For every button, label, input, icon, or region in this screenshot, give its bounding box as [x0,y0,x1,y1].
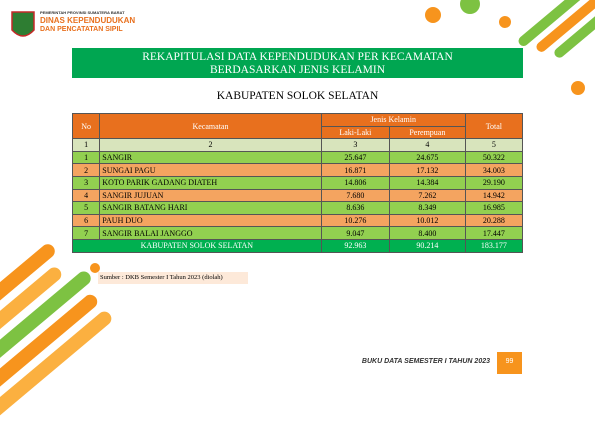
table-cell: 7.680 [320,188,391,203]
table-cell: PAUH DUO [99,213,322,228]
title-line: BERDASARKAN JENIS KELAMIN [209,64,386,76]
table-cell: 10.012 [389,213,466,228]
table-cell: 14.384 [389,175,466,190]
table-row: 2 SUNGAI PAGU 16.871 17.132 34.003 [71,163,524,177]
header-cell: No [71,112,101,140]
table-row: 1 SANGIR 25.647 24.675 50.322 [71,150,524,165]
table-cell: SANGIR JUJUAN [99,188,322,203]
table-cell: 7 [71,226,101,240]
col-number: 4 [389,138,466,152]
page-number: 99 [505,358,514,365]
org-name-2: DAN PENCATATAN SIPIL [40,26,123,33]
col-number: 5 [464,138,524,152]
total-cell: 183.177 [464,238,524,253]
table-cell: 1 [71,150,101,165]
table-cell: SANGIR BATANG HARI [99,201,322,215]
col-number: 2 [99,138,322,152]
table-cell: 8.636 [320,201,391,215]
table-cell: 17.447 [464,226,524,240]
table-cell: 10.276 [320,213,391,228]
table-cell: 4 [71,188,101,203]
total-cell: 92.963 [320,238,391,253]
table-cell: 34.003 [464,163,524,177]
table-cell: 16.985 [464,201,524,215]
table-cell: KOTO PARIK GADANG DIATEH [99,175,322,190]
table-cell: 8.400 [389,226,466,240]
total-cell: 90.214 [389,238,466,253]
org-small: PEMERINTAH PROVINSI SUMATERA BARAT [40,10,125,15]
org-name: DINAS KEPENDUDUKAN [40,16,136,25]
header-cell: Total [464,112,524,140]
table-cell: 16.871 [320,163,391,177]
table-cell: SANGIR BALAI JANGGO [99,226,322,240]
table-row: 3 KOTO PARIK GADANG DIATEH 14.806 14.384 29.… [71,175,524,190]
title-line: REKAPITULASI DATA KEPENDUDUKAN PER KECAM… [142,51,453,63]
table-row: 4 SANGIR JUJUAN 7.680 7.262 14.942 [71,188,524,203]
table-cell: 9.047 [320,226,391,240]
table: No Kecamatan Jenis Kelamin Total Laki-Laki P… [71,112,524,253]
table-cell: 17.132 [389,163,466,177]
table-row: 7 SANGIR BALAI JANGGO 9.047 8.400 17.447 [71,226,524,240]
table-cell: 8.349 [389,201,466,215]
table-cell: 7.262 [389,188,466,203]
table-cell: 25.647 [320,150,391,165]
table-cell: 29.190 [464,175,524,190]
table-cell: 24.675 [389,150,466,165]
col-number: 1 [71,138,101,152]
total-cell: KABUPATEN SOLOK SELATAN [72,238,322,253]
source: Sumber : DKB Semester I Tahun 2023 (diol… [100,274,223,281]
table-cell: 50.322 [464,150,524,165]
table-cell: 20.288 [464,213,524,228]
table-row: 5 SANGIR BATANG HARI 8.636 8.349 16.985 [71,201,524,215]
table-cell: 14.942 [464,188,524,203]
footer-text: BUKU DATA SEMESTER I TAHUN 2023 [361,358,490,365]
table-cell: 3 [71,175,101,190]
table-cell: SANGIR [99,150,322,165]
header-cell: Laki-Laki [320,125,391,140]
header-cell: Jenis Kelamin [320,113,466,127]
table-cell: 6 [71,213,101,228]
table-cell: SUNGAI PAGU [99,163,322,177]
table-row: 6 PAUH DUO 10.276 10.012 20.288 [71,213,524,228]
header-cell: Kecamatan [99,112,322,140]
col-number: 3 [320,138,391,152]
table-cell: 5 [71,201,101,215]
header-cell: Perempuan [389,125,466,140]
total-row: KABUPATEN SOLOK SELATAN 92.963 90.214 183.1… [72,238,524,253]
table-cell: 2 [71,163,101,177]
subtitle: KABUPATEN SOLOK SELATAN [216,90,379,102]
table-cell: 14.806 [320,175,391,190]
banner-title: REKAPITULASI DATA KEPENDUDUKAN PER KECAM… [72,51,523,77]
